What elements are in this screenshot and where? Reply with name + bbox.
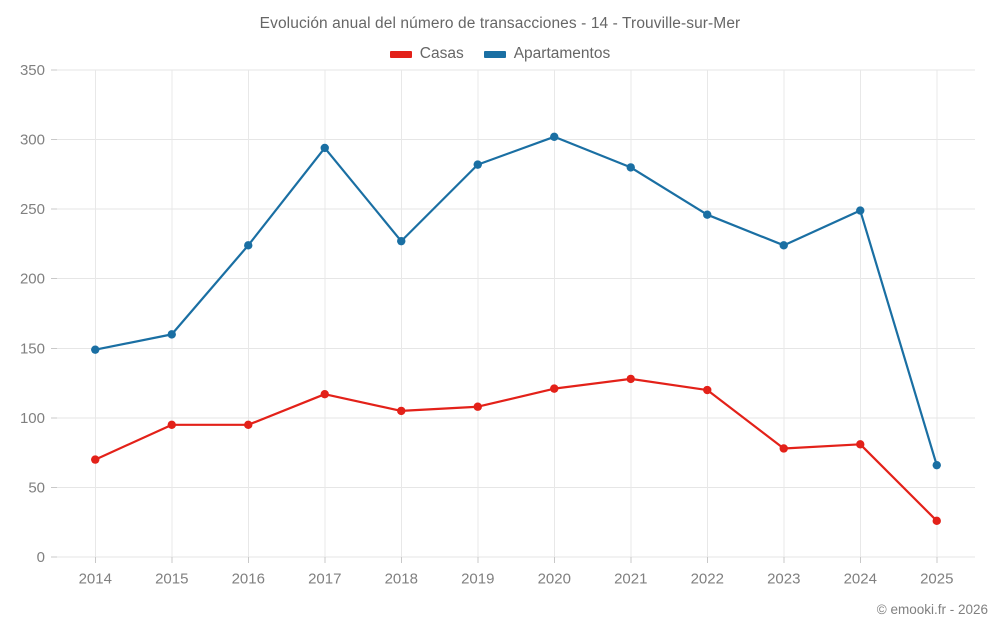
x-axis-tick-label: 2014 [79, 570, 112, 587]
data-point[interactable] [473, 160, 482, 169]
y-axis-tick-label: 250 [20, 201, 45, 218]
x-axis-tick-label: 2019 [461, 570, 494, 587]
data-point[interactable] [779, 444, 788, 453]
data-point[interactable] [626, 163, 635, 172]
data-point[interactable] [244, 420, 253, 430]
legend-item-casas[interactable]: Casas [389, 45, 464, 63]
data-point[interactable] [91, 345, 100, 354]
x-axis-tick-label: 2023 [767, 570, 800, 587]
x-axis-tick-label: 2025 [920, 570, 953, 587]
y-axis-tick-label: 150 [20, 340, 45, 357]
legend-label-apartamentos: Apartamentos [513, 45, 611, 62]
data-point[interactable] [397, 406, 406, 416]
x-axis-tick-label: 2018 [385, 570, 418, 587]
data-point[interactable] [167, 420, 176, 430]
data-point[interactable] [320, 390, 329, 399]
y-axis-labels: 0 50 100 150 200 250 300 350 [20, 62, 45, 566]
x-axis-tick-label: 2015 [155, 570, 188, 587]
y-axis-tick-label: 350 [20, 62, 45, 79]
y-axis-tick-label: 100 [20, 410, 45, 427]
data-point[interactable] [703, 210, 712, 219]
data-point[interactable] [932, 460, 941, 470]
y-axis-tick-label: 200 [20, 271, 45, 288]
legend-swatch-casas [389, 50, 412, 58]
vertical-grid-layer [94, 70, 938, 563]
footer-credit: © emooki.fr - 2026 [876, 602, 988, 617]
grid-layer [51, 69, 975, 558]
x-axis-tick-label: 2017 [308, 570, 341, 587]
y-axis-tick-label: 0 [37, 549, 45, 566]
data-point[interactable] [703, 385, 712, 395]
data-point[interactable] [779, 241, 788, 250]
data-point[interactable] [397, 236, 406, 246]
data-point[interactable] [550, 132, 559, 141]
y-axis-tick-label: 300 [20, 132, 45, 149]
data-point[interactable] [167, 330, 176, 339]
chart-legend: Casas Apartamentos [0, 45, 1000, 63]
series-line-apartamentos [94, 135, 938, 467]
data-point[interactable] [856, 440, 865, 449]
legend-label-casas: Casas [419, 45, 464, 62]
x-axis-tick-label: 2021 [614, 570, 647, 587]
x-axis-labels: 2014 2015 2016 2017 2018 2019 2020 2021 2022 2023… [79, 570, 954, 587]
x-axis-tick-label: 2024 [844, 570, 877, 587]
data-point[interactable] [320, 143, 329, 153]
x-axis-tick-label: 2022 [691, 570, 724, 587]
x-axis-tick-label: 2016 [232, 570, 265, 587]
series-line-casas [94, 377, 938, 522]
data-point[interactable] [91, 455, 100, 464]
legend-item-apartamentos[interactable]: Apartamentos [483, 45, 611, 63]
data-series-layer [91, 132, 941, 526]
data-point[interactable] [932, 516, 941, 526]
data-point[interactable] [244, 241, 253, 250]
y-axis-tick-label: 50 [28, 479, 45, 496]
legend-swatch-apartamentos [483, 50, 506, 58]
data-point[interactable] [626, 374, 635, 384]
page-title: Evolución anual del número de transaccio… [259, 15, 741, 32]
data-point[interactable] [473, 402, 482, 411]
data-point[interactable] [550, 384, 559, 393]
data-point[interactable] [856, 206, 865, 215]
x-axis-tick-label: 2020 [538, 570, 571, 587]
